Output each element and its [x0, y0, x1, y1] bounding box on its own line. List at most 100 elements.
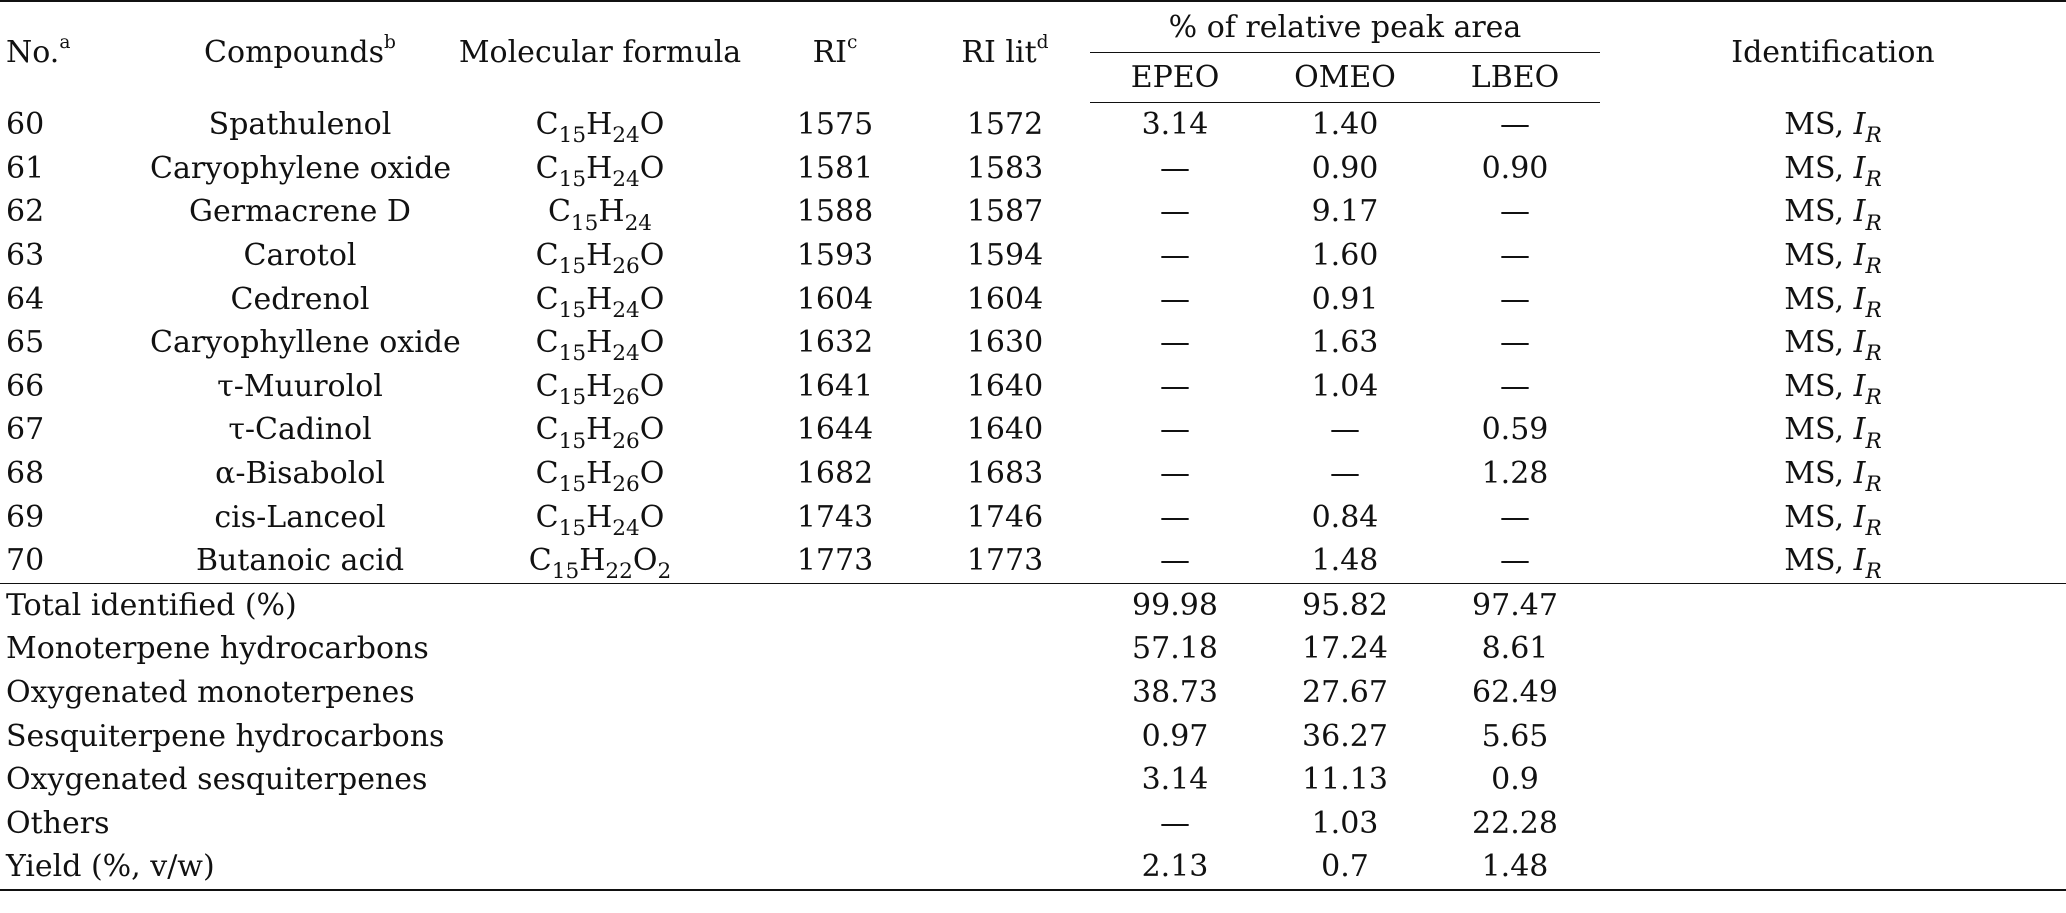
summary-identification-empty: [1600, 758, 2066, 802]
molecular-formula: C15H24: [450, 190, 750, 236]
formula-element: H: [586, 281, 613, 317]
compound-name: τ-Cadinol: [228, 412, 372, 448]
header-molecular-formula: Molecular formula: [458, 34, 742, 70]
ri-lit-value: 1746: [966, 499, 1044, 535]
formula-element: O: [639, 238, 665, 274]
identification-ir: I: [1853, 194, 1866, 230]
ri-value: 1632: [796, 325, 874, 361]
compound-name: Carotol: [243, 238, 357, 274]
lbeo-value: —: [1500, 543, 1530, 579]
identification-ir-subscript: R: [1865, 297, 1882, 323]
summary-identification-empty: [1600, 671, 2066, 715]
summary-epeo-value: —: [1160, 805, 1190, 841]
table-row: 60 Spathulenol C15H24O 1575 1572 3.14 1.40 — MS,…: [0, 103, 2066, 147]
molecular-formula: C15H22O2: [450, 539, 750, 583]
ri-value: 1644: [796, 412, 874, 448]
summary-lbeo-value: 22.28: [1472, 805, 1558, 841]
lbeo-value: 0.90: [1481, 150, 1549, 186]
epeo-value: —: [1160, 194, 1190, 230]
ri-lit-value: 1604: [966, 281, 1044, 317]
formula-element: H: [586, 368, 613, 404]
formula-subscript: 15: [551, 559, 580, 585]
summary-lbeo-value: 0.9: [1491, 762, 1539, 798]
table-row: 69 cis-Lanceol C15H24O 1743 1746 — 0.84 — MS, IR: [0, 495, 2066, 539]
header-compounds: Compoundsb: [204, 31, 396, 70]
ri-lit-value: 1640: [966, 412, 1044, 448]
header-identification: Identification: [1731, 34, 1935, 70]
formula-subscript: 15: [570, 210, 599, 236]
epeo-value: —: [1160, 368, 1190, 404]
identification-value: MS, IR: [1600, 495, 2066, 539]
ri-value: 1588: [796, 194, 874, 230]
compound-name: Caryophyllene oxide: [150, 325, 461, 361]
omeo-value: 9.17: [1311, 194, 1379, 230]
identification-ir-subscript: R: [1865, 210, 1882, 236]
epeo-value: —: [1160, 456, 1190, 492]
identification-value: MS, IR: [1600, 539, 2066, 583]
compound-rows: 60 Spathulenol C15H24O 1575 1572 3.14 1.40— MS,…: [0, 103, 2066, 584]
summary-row: Oxygenated monoterpenes 38.73 27.67 62.49: [0, 671, 2066, 715]
header-no: No.a: [6, 31, 71, 70]
omeo-value: 0.91: [1311, 281, 1379, 317]
compound-name: Spathulenol: [208, 107, 392, 143]
formula-subscript: 15: [558, 166, 587, 192]
formula-subscript: 24: [624, 210, 653, 236]
lbeo-value: —: [1500, 368, 1530, 404]
summary-lbeo-value: 62.49: [1472, 675, 1558, 711]
compound-name: Butanoic acid: [195, 543, 405, 579]
summary-epeo-value: 3.14: [1141, 762, 1209, 798]
summary-omeo-value: 27.67: [1302, 675, 1388, 711]
lbeo-value: —: [1500, 238, 1530, 274]
formula-subscript: 15: [558, 384, 587, 410]
table-row: 70 Butanoic acid C15H22O2 1773 1773 — 1.48 — MS,…: [0, 539, 2066, 583]
identification-value: MS, IR: [1600, 408, 2066, 451]
summary-label: Oxygenated sesquiterpenes: [6, 762, 428, 798]
table-row: 67 τ-Cadinol C15H26O 1644 1640 — — 0.59 MS, IR: [0, 408, 2066, 454]
formula-element: H: [586, 107, 613, 143]
ri-value: 1773: [796, 543, 874, 579]
table-row: 63 Carotol C15H26O 1593 1594 — 1.60 — MS, IR: [0, 234, 2066, 277]
formula-subscript: 26: [612, 428, 640, 454]
ri-value: 1641: [796, 368, 874, 404]
molecular-formula: C15H24O: [450, 495, 750, 539]
table-row: 62 Germacrene D C15H24 1588 1587 — 9.17 — MS, IR: [0, 190, 2066, 236]
table-row: 64 Cedrenol C15H24O 1604 1604 — 0.91 — MS, IR: [0, 277, 2066, 321]
summary-omeo-value: 95.82: [1260, 582, 1430, 628]
formula-element: H: [586, 412, 613, 448]
summary-epeo-value: 57.18: [1132, 631, 1218, 667]
summary-label: Total identified (%): [0, 582, 1090, 628]
identification-ms: MS,: [1784, 325, 1854, 361]
epeo-value: —: [1160, 281, 1190, 317]
formula-element: C: [535, 412, 559, 448]
ri-value: 1682: [796, 456, 874, 492]
summary-label: Oxygenated monoterpenes: [6, 675, 415, 711]
formula-element: H: [586, 150, 613, 186]
identification-ir: I: [1853, 281, 1866, 317]
identification-ms: MS,: [1784, 368, 1854, 404]
identification-value: MS, IR: [1600, 103, 2066, 147]
identification-ir: I: [1853, 150, 1866, 186]
summary-omeo-value: 36.27: [1302, 718, 1388, 754]
formula-element: O: [639, 412, 665, 448]
identification-ir-subscript: R: [1865, 341, 1882, 367]
formula-element: H: [586, 238, 613, 274]
formula-element: H: [586, 456, 613, 492]
identification-ms: MS,: [1784, 412, 1854, 448]
molecular-formula: C15H24O: [450, 147, 750, 192]
formula-element: O: [639, 456, 665, 492]
summary-row: Sesquiterpene hydrocarbons 0.97 36.27 5.65: [0, 714, 2066, 758]
summary-omeo-value: 11.13: [1302, 762, 1388, 798]
compound-name: α-Bisabolol: [215, 456, 385, 492]
ri-lit-value: 1683: [966, 456, 1044, 492]
lbeo-value: —: [1500, 281, 1530, 317]
compound-number: 69: [6, 499, 45, 535]
identification-ir: I: [1853, 107, 1866, 143]
summary-row: Total identified (%) 99.98 95.82 97.47: [0, 582, 2066, 628]
formula-subscript: 26: [612, 384, 640, 410]
summary-row: Yield (%, v/w) 2.13 0.7 1.48: [0, 845, 2066, 891]
formula-element: C: [528, 543, 552, 579]
omeo-value: 1.63: [1311, 325, 1379, 361]
ri-value: 1743: [796, 499, 874, 535]
ri-value: 1593: [796, 238, 874, 274]
identification-ir-subscript: R: [1865, 166, 1882, 192]
